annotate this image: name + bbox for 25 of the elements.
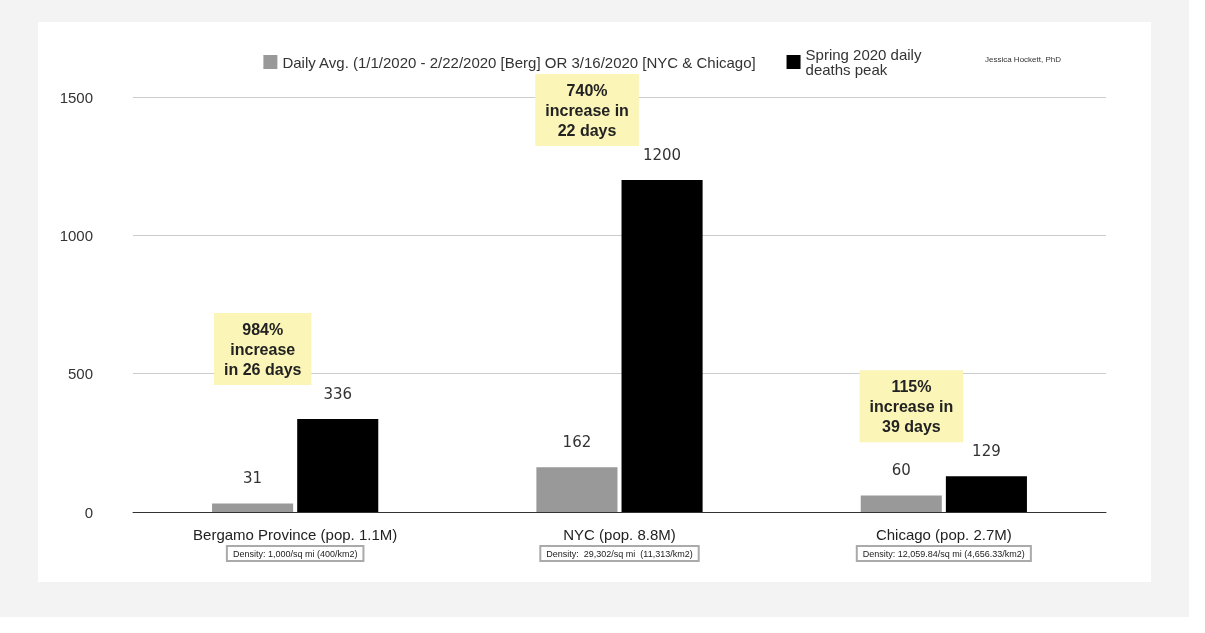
bar bbox=[212, 503, 294, 512]
y-tick-label: 1500 bbox=[59, 88, 93, 106]
y-tick-label: 500 bbox=[67, 365, 93, 383]
x-tick-label: Bergamo Province (pop. 1.1M) Density: 1,000/sq mi (400/km2) bbox=[193, 525, 398, 559]
x-tick-label: Chicago (pop. 2.7M) Density: 12,059.84/sq mi (4,656.33/km2) bbox=[862, 525, 1025, 559]
data-label: 162 bbox=[562, 432, 592, 451]
text: Jessica Hockett, PhD bbox=[984, 54, 1062, 64]
annotation: 115% increase in 39 days bbox=[869, 377, 954, 435]
bar bbox=[945, 476, 1027, 512]
legend-label: Daily Avg. (1/1/2020 - 2/22/2020 [Berg] OR 3/16/2020 [NYC & Chicago] bbox=[282, 53, 756, 71]
data-label: 31 bbox=[243, 468, 263, 487]
bar bbox=[860, 495, 942, 512]
annotation: 740% increase in 22 days bbox=[545, 81, 629, 139]
legend-label: Spring 2020 daily deaths peak bbox=[805, 46, 926, 78]
bar bbox=[536, 467, 618, 512]
data-label: 129 bbox=[972, 441, 1001, 460]
x-tick-label: NYC (pop. 8.8M) Density: 29,302/sq mi (11,313/km2) bbox=[546, 525, 693, 559]
bar bbox=[297, 419, 379, 512]
data-label: 336 bbox=[323, 384, 353, 403]
bar bbox=[621, 180, 703, 512]
y-tick-label: 1000 bbox=[59, 226, 93, 244]
data-label: 60 bbox=[891, 460, 911, 479]
y-tick-label: 0 bbox=[84, 503, 93, 521]
annotation: 984% increase in 26 days bbox=[224, 320, 302, 378]
data-label: 1200 bbox=[642, 145, 682, 164]
